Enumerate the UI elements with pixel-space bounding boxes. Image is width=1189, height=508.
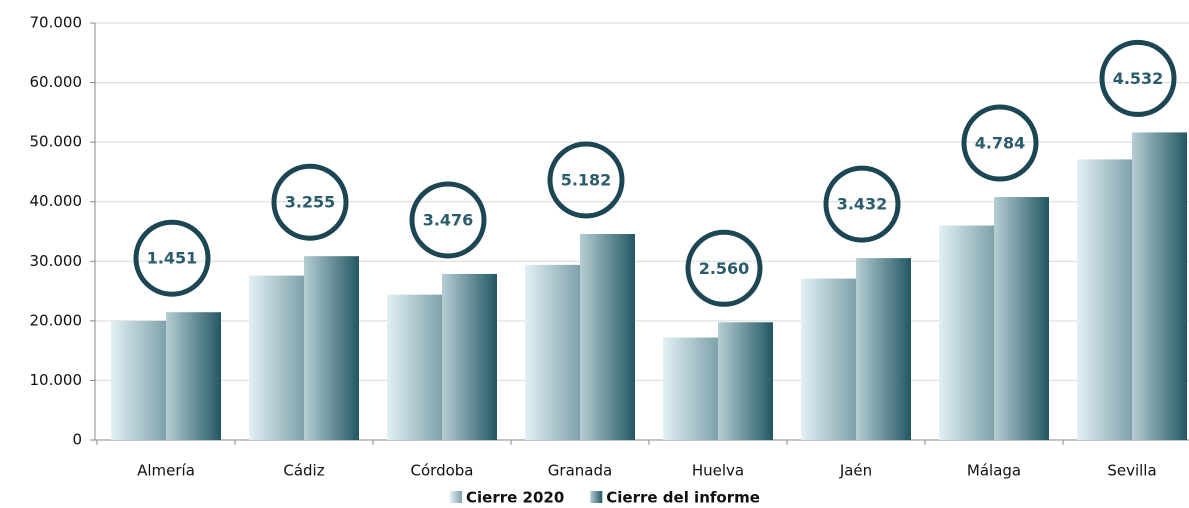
difference-circle	[823, 165, 901, 243]
difference-circle	[271, 163, 349, 241]
difference-circle	[961, 104, 1039, 182]
y-tick-label: 40.000	[30, 192, 83, 210]
x-tick-label: Jaén	[839, 462, 872, 480]
x-tick-label: Córdoba	[411, 462, 474, 480]
y-tick-label: 50.000	[30, 133, 83, 151]
difference-label: 1.451	[147, 249, 198, 268]
bar	[856, 258, 911, 440]
difference-label: 4.784	[975, 134, 1026, 153]
x-tick-label: Sevilla	[1107, 462, 1156, 480]
difference-circle	[133, 219, 211, 297]
difference-label: 4.532	[1113, 69, 1164, 88]
bar	[718, 322, 773, 440]
x-tick-label: Cádiz	[283, 462, 324, 480]
legend-swatch	[590, 491, 603, 503]
bar	[939, 225, 994, 440]
bar	[525, 264, 580, 440]
y-tick-label: 0	[72, 431, 82, 449]
x-tick-label: Granada	[548, 462, 612, 480]
difference-circle	[685, 229, 763, 307]
bar	[304, 256, 359, 440]
difference-label: 3.476	[423, 210, 474, 229]
difference-label: 2.560	[699, 259, 750, 278]
x-tick-label: Málaga	[967, 462, 1021, 480]
legend-swatch	[450, 491, 462, 503]
bar	[801, 278, 856, 440]
bar	[111, 320, 166, 440]
difference-circle	[547, 141, 625, 219]
bar	[994, 197, 1049, 440]
bar	[166, 312, 221, 440]
bar	[249, 275, 304, 440]
bar	[663, 337, 718, 440]
y-tick-label: 70.000	[30, 14, 83, 32]
difference-label: 3.255	[285, 193, 336, 212]
difference-circle	[1099, 39, 1177, 117]
bar	[387, 294, 442, 440]
difference-label: 5.182	[561, 170, 612, 189]
y-tick-label: 60.000	[30, 73, 83, 91]
bar	[1077, 159, 1132, 440]
x-tick-label: Huelva	[692, 462, 744, 480]
difference-circle	[409, 181, 487, 259]
difference-label: 3.432	[837, 195, 888, 214]
bar	[442, 273, 497, 440]
y-tick-label: 30.000	[30, 252, 83, 270]
bar	[1132, 132, 1187, 440]
bar	[580, 233, 635, 440]
legend-label: Cierre del informe	[606, 489, 760, 507]
x-tick-label: Almería	[137, 462, 195, 480]
y-tick-label: 20.000	[30, 311, 83, 329]
legend-label: Cierre 2020	[466, 489, 564, 507]
y-tick-label: 10.000	[30, 371, 83, 389]
